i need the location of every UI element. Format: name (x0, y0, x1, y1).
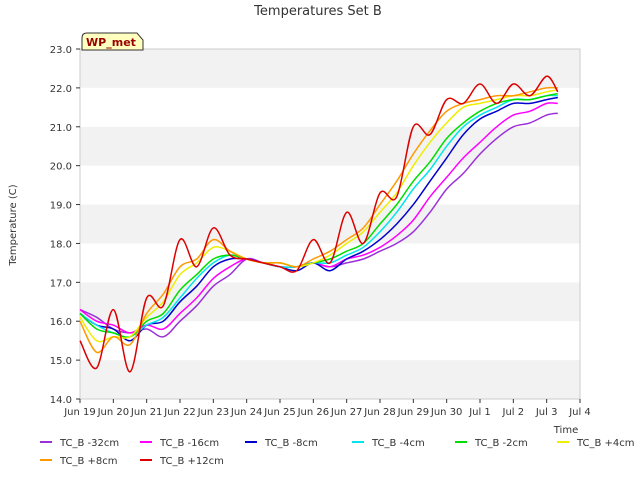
series-line-tc-b-8cm (79, 86, 558, 354)
legend-label: TC_B -4cm (371, 438, 425, 449)
wp-met-label: WP_met (86, 36, 136, 49)
plot-background-bands (80, 49, 580, 399)
y-tick-label: 20.0 (50, 162, 72, 173)
legend-label: TC_B +8cm (59, 456, 118, 467)
x-tick-label: Jun 24 (230, 407, 263, 418)
series-lines (79, 75, 559, 373)
series-line-tc-b-8cm (79, 96, 558, 342)
grid-band (80, 321, 580, 361)
x-tick-label: Jun 21 (130, 407, 163, 418)
x-tick-label: Jun 19 (63, 407, 96, 418)
grid-band (80, 165, 580, 205)
legend-label: TC_B +4cm (576, 438, 635, 449)
x-tick-label: Jun 22 (163, 407, 196, 418)
series-line-tc-b-4cm (79, 94, 558, 338)
x-tick-label: Jul 2 (502, 407, 525, 418)
y-tick-label: 21.0 (50, 123, 72, 134)
series-line-tc-b-2cm (79, 92, 558, 338)
x-tick-label: Jul 4 (568, 407, 591, 418)
y-tick-label: 23.0 (50, 45, 72, 56)
x-axis-ticks: Jun 19 Jun 20 Jun 21 Jun 22 Jun 23 Jun 24 Jun … (63, 399, 591, 418)
grid-band (80, 126, 580, 166)
x-tick-label: Jun 28 (363, 407, 396, 418)
x-tick-label: Jul 1 (468, 407, 491, 418)
y-axis-ticks: 14.0 15.0 16.0 17.0 18.0 19.0 20.0 21.0 22.0 23.0 (50, 45, 80, 406)
y-tick-label: 17.0 (50, 278, 72, 289)
series-line-tc-b-12cm (79, 75, 559, 373)
x-tick-label: Jun 29 (397, 407, 430, 418)
x-tick-label: Jun 20 (97, 407, 130, 418)
y-tick-label: 15.0 (50, 356, 72, 367)
y-axis-label: Temperature (C) (8, 184, 19, 266)
x-tick-label: Jun 27 (330, 407, 363, 418)
legend-label: TC_B -2cm (474, 438, 528, 449)
plot-area (79, 48, 581, 400)
y-tick-label: 22.0 (50, 84, 72, 95)
x-tick-label: Jun 30 (430, 407, 463, 418)
series-line-tc-b-4cm (79, 89, 558, 343)
legend-label: TC_B -32cm (59, 438, 119, 449)
chart-title: Temperatures Set B (253, 4, 382, 19)
legend: TC_B -32cm TC_B -16cm TC_B -8cm TC_B -4cm TC… (40, 438, 635, 467)
wp-met-badge: WP_met (81, 32, 144, 51)
x-tick-label: Jun 26 (297, 407, 330, 418)
legend-label: TC_B -8cm (264, 438, 318, 449)
grid-band (80, 49, 580, 88)
x-tick-label: Jul 3 (535, 407, 558, 418)
series-line-tc-b-16cm (79, 102, 558, 334)
x-tick-label: Jun 25 (263, 407, 296, 418)
x-axis-label: Time (553, 425, 578, 436)
grid-band (80, 204, 580, 244)
grid-band (80, 360, 580, 399)
legend-label: TC_B +12cm (159, 456, 224, 467)
y-tick-label: 18.0 (50, 239, 72, 250)
y-tick-label: 14.0 (50, 395, 72, 406)
y-tick-label: 16.0 (50, 317, 72, 328)
legend-label: TC_B -16cm (159, 438, 219, 449)
y-tick-label: 19.0 (50, 201, 72, 212)
x-tick-label: Jun 23 (197, 407, 230, 418)
